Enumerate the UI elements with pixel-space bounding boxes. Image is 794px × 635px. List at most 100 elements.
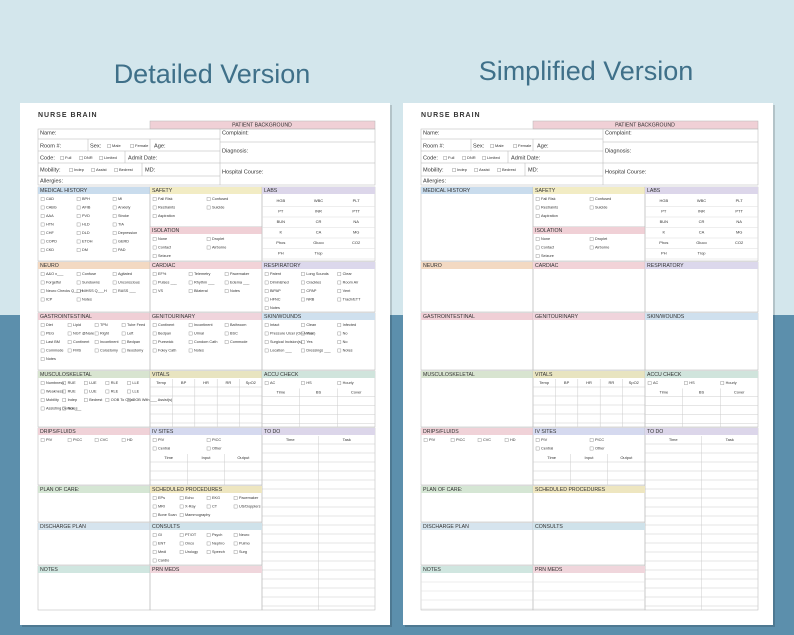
section-header [421, 486, 533, 493]
section-header [38, 187, 150, 194]
option-label: Stroke [118, 214, 129, 218]
section-label: IV SITES [152, 429, 174, 435]
section-label: MEDICAL HISTORY [423, 188, 471, 194]
section-label: ACCU CHECK [264, 372, 299, 378]
option-label: HD [510, 438, 516, 442]
field-label: Sex: [473, 143, 485, 149]
field-label: Code: [40, 155, 55, 161]
lab-name: CR [699, 219, 705, 224]
checkbox [301, 381, 305, 385]
option-label: Unconscious [118, 281, 140, 285]
section-header [150, 227, 262, 234]
option-label: Other [595, 447, 605, 451]
option-label: Clear [343, 272, 353, 276]
option-label: EKG [212, 496, 220, 500]
section-label: LABS [264, 188, 278, 194]
lab-name: K [662, 230, 665, 235]
heading: Detailed Version [114, 59, 311, 89]
checkbox [121, 340, 126, 344]
column-header: SpO2 [246, 380, 257, 385]
lab-name: WBC [314, 198, 323, 203]
section-header [262, 371, 375, 378]
option-label: TIA [118, 223, 124, 227]
checkbox [67, 348, 72, 353]
option-label: CPAP [306, 289, 317, 293]
section-header [262, 187, 375, 194]
option-label: Colostomy [100, 349, 118, 353]
page [403, 103, 773, 625]
checkbox [337, 297, 342, 302]
section-label: SCHEDULED PROCEDURES [535, 487, 606, 493]
checkbox [589, 438, 594, 442]
checkbox [497, 168, 501, 172]
section-header [38, 371, 150, 378]
checkbox [301, 348, 305, 353]
option-label: CVC [100, 438, 108, 442]
checkbox [152, 245, 157, 250]
option-label: Sundowns [82, 281, 100, 285]
lab-name: Phos [276, 240, 285, 245]
column-header: Temp [539, 380, 550, 385]
option-label: CAD [46, 197, 54, 201]
checkbox [179, 504, 184, 509]
checkbox [224, 323, 229, 327]
checkbox [40, 214, 45, 218]
section-header [38, 523, 150, 530]
option-label: PAD [118, 248, 126, 252]
section-header [421, 187, 533, 194]
option-label: Notes [46, 357, 56, 361]
field-label: Mobility: [423, 167, 444, 173]
section-header [645, 313, 758, 320]
option-label: CKD [46, 248, 54, 252]
lab-name: NA [736, 219, 742, 224]
option-label: HLD [82, 223, 90, 227]
option-label: Bedrest [89, 398, 103, 402]
section-header [533, 227, 645, 234]
option-label: FMS [73, 349, 81, 353]
field-label: Name: [423, 130, 440, 136]
checkbox [535, 446, 540, 451]
option-label: Hourly [726, 381, 737, 385]
checkbox [301, 297, 305, 302]
checkbox [224, 331, 229, 336]
page-title: NURSE BRAIN [421, 112, 481, 119]
field-label: Indep [457, 167, 468, 172]
section-label: PRN MEDS [535, 567, 563, 573]
section-header [150, 486, 262, 493]
option-label: BiPAP [270, 289, 281, 293]
checkbox [152, 280, 157, 285]
option-label: Vent [343, 289, 352, 293]
checkbox [40, 323, 45, 327]
checkbox [130, 144, 134, 148]
option-label: Psych [212, 533, 222, 537]
lab-name: CO2 [352, 240, 361, 245]
checkbox [127, 398, 131, 402]
section-header [421, 523, 533, 530]
option-label: CVC [483, 438, 491, 442]
lab-name: CR [316, 219, 322, 224]
checkbox [62, 398, 66, 402]
checkbox [152, 504, 157, 509]
option-label: Other [212, 447, 222, 451]
field-label: Diagnosis: [222, 148, 249, 154]
option-label: AC [653, 381, 659, 385]
field-label: Complaint: [222, 130, 249, 136]
checkbox [482, 156, 486, 160]
section-label: SKIN/WOUNDS [264, 314, 302, 320]
section-header [150, 371, 262, 378]
option-label: No [343, 332, 348, 336]
option-label: Lipid [73, 323, 81, 327]
checkbox [67, 331, 72, 336]
section-header [38, 486, 150, 493]
option-label: Diet [46, 323, 54, 327]
option-label: LLE [132, 381, 139, 385]
field-label: Limited [104, 155, 117, 160]
option-label: Yes [306, 340, 312, 344]
option-label: RLE [111, 390, 119, 394]
checkbox [76, 248, 81, 252]
section-header [421, 262, 533, 269]
option-label: Bone Scan [158, 513, 177, 517]
option-label: RUE [68, 390, 76, 394]
checkbox [462, 156, 466, 160]
option-label: Cardio [158, 559, 169, 563]
